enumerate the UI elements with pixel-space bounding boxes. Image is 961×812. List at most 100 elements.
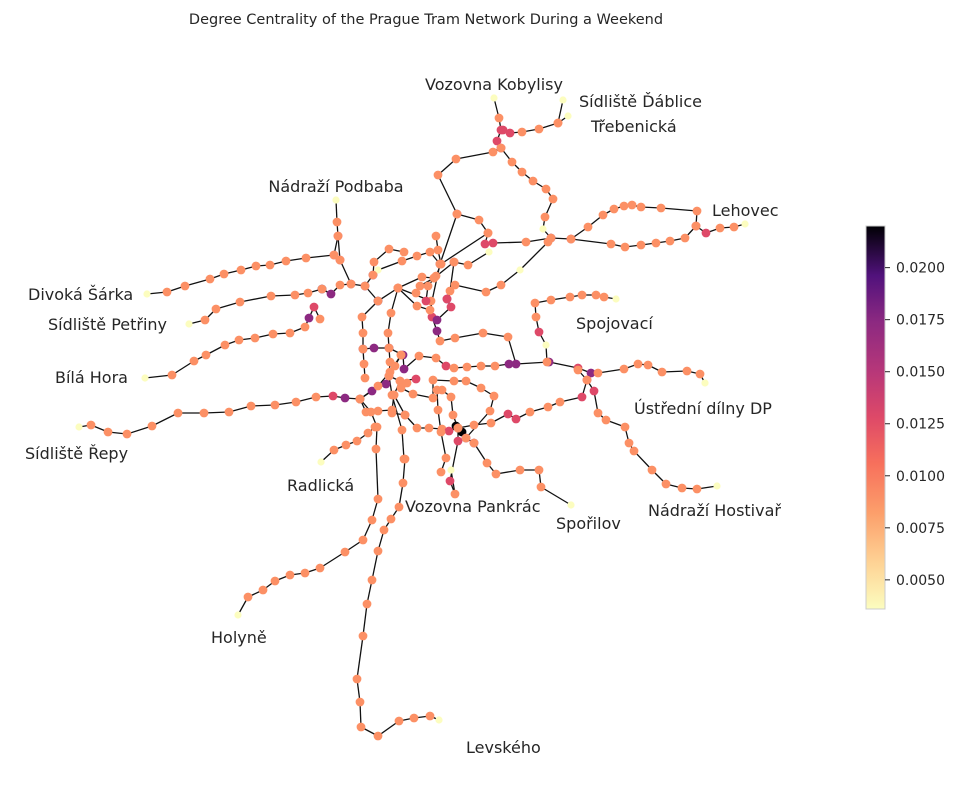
tram-stop-node (451, 281, 460, 290)
tram-stop-node (259, 586, 268, 595)
tram-stop-node (212, 305, 221, 314)
tram-stop-node (336, 281, 345, 290)
tram-stop-node (620, 202, 629, 211)
tram-stop-node (486, 407, 495, 416)
tram-stop-node (267, 292, 276, 301)
tram-stop-node (271, 401, 280, 410)
tram-stop-node (741, 220, 748, 227)
tram-stop-node (554, 119, 563, 128)
tram-stop-node (583, 376, 592, 385)
tram-stop-node (477, 384, 486, 393)
tram-stop-node (374, 495, 383, 504)
tram-stop-node (234, 611, 241, 618)
tram-stop-node (358, 313, 367, 322)
label-nadrazi-podbaba: Nádraží Podbaba (268, 177, 403, 196)
tram-edge (240, 296, 271, 302)
tram-stop-node (713, 482, 720, 489)
tram-stop-node (436, 260, 445, 269)
tram-stop-node (497, 281, 506, 290)
tram-stop-node (75, 423, 82, 430)
tram-stop-node (529, 177, 538, 186)
tram-stop-node (447, 466, 454, 473)
tram-stop-node (174, 409, 183, 418)
tram-stop-node (422, 297, 431, 306)
tram-stop-node (599, 211, 608, 220)
tram-stop-node (584, 223, 593, 232)
tram-stop-node (442, 362, 451, 371)
tram-stop-node (475, 216, 484, 225)
tram-stop-node (516, 266, 523, 273)
tram-stop-node (374, 407, 383, 416)
tram-stop-node (362, 408, 371, 417)
tram-stop-node (590, 387, 599, 396)
tram-stop-node (657, 204, 666, 213)
tram-stop-node (329, 392, 338, 401)
tram-stop-node (330, 251, 339, 260)
tram-stop-node (370, 344, 379, 353)
tram-stop-node (388, 409, 397, 418)
tram-stop-node (318, 285, 327, 294)
tram-stop-node (387, 515, 396, 524)
tram-stop-node (479, 329, 488, 338)
tram-stop-node (413, 424, 422, 433)
tram-stop-node (592, 291, 601, 300)
tram-stop-node (316, 564, 325, 573)
label-sidliste-petriny: Sídliště Petřiny (48, 315, 167, 334)
tram-stop-node (681, 234, 690, 243)
tram-stop-node (701, 379, 708, 386)
tram-stop-node (353, 675, 362, 684)
tram-stop-node (185, 320, 192, 327)
tram-stop-node (341, 548, 350, 557)
tram-stop-node (397, 351, 406, 360)
label-bila-hora: Bílá Hora (55, 368, 128, 387)
tram-stop-node (413, 252, 422, 261)
tram-stop-node (505, 360, 514, 369)
tram-stop-node (409, 390, 418, 399)
tram-stop-node (347, 280, 356, 289)
tram-stop-node (398, 257, 407, 266)
tram-stop-node (490, 94, 497, 101)
tram-stop-node (499, 126, 508, 135)
tram-stop-node (612, 295, 619, 302)
tram-stop-node (692, 222, 701, 231)
label-sidliste-dablice: Sídliště Ďáblice (579, 92, 702, 111)
tram-edge (438, 175, 457, 214)
tram-stop-node (481, 240, 490, 249)
tram-stop-node (424, 282, 433, 291)
tram-stop-node (361, 282, 370, 291)
tram-stop-node (301, 569, 310, 578)
tram-stop-node (462, 434, 471, 443)
tram-stop-node (359, 632, 368, 641)
tram-stop-node (400, 365, 409, 374)
tram-stop-node (87, 421, 96, 430)
tram-stop-node (363, 600, 372, 609)
tram-stop-node (637, 241, 646, 250)
tram-stop-node (395, 503, 404, 512)
tram-edge (320, 552, 345, 568)
tram-stop-node (353, 437, 362, 446)
tram-stop-node (360, 360, 369, 369)
tram-stop-node (464, 261, 473, 270)
tram-stop-node (359, 329, 368, 338)
tram-stop-node (333, 218, 342, 227)
tram-stop-node (291, 291, 300, 300)
colorbar-tick-label: 0.0125 (896, 417, 945, 433)
tram-stop-node (426, 248, 435, 257)
tram-stop-node (625, 439, 634, 448)
tram-stop-node (236, 298, 245, 307)
tram-stop-node (286, 571, 295, 580)
tram-stop-node (453, 210, 462, 219)
tram-stop-node (251, 334, 260, 343)
tram-stop-node (382, 380, 391, 389)
tram-stop-node (495, 114, 504, 123)
tram-stop-node (384, 329, 393, 338)
tram-stop-node (541, 213, 550, 222)
tram-stop-node (385, 344, 394, 353)
tram-stop-node (477, 362, 486, 371)
tram-stop-node (412, 375, 421, 384)
tram-stop-node (332, 196, 339, 203)
tram-stop-node (372, 445, 381, 454)
tram-stop-node (566, 293, 575, 302)
tram-stop-node (637, 203, 646, 212)
tram-stop-node (374, 297, 383, 306)
